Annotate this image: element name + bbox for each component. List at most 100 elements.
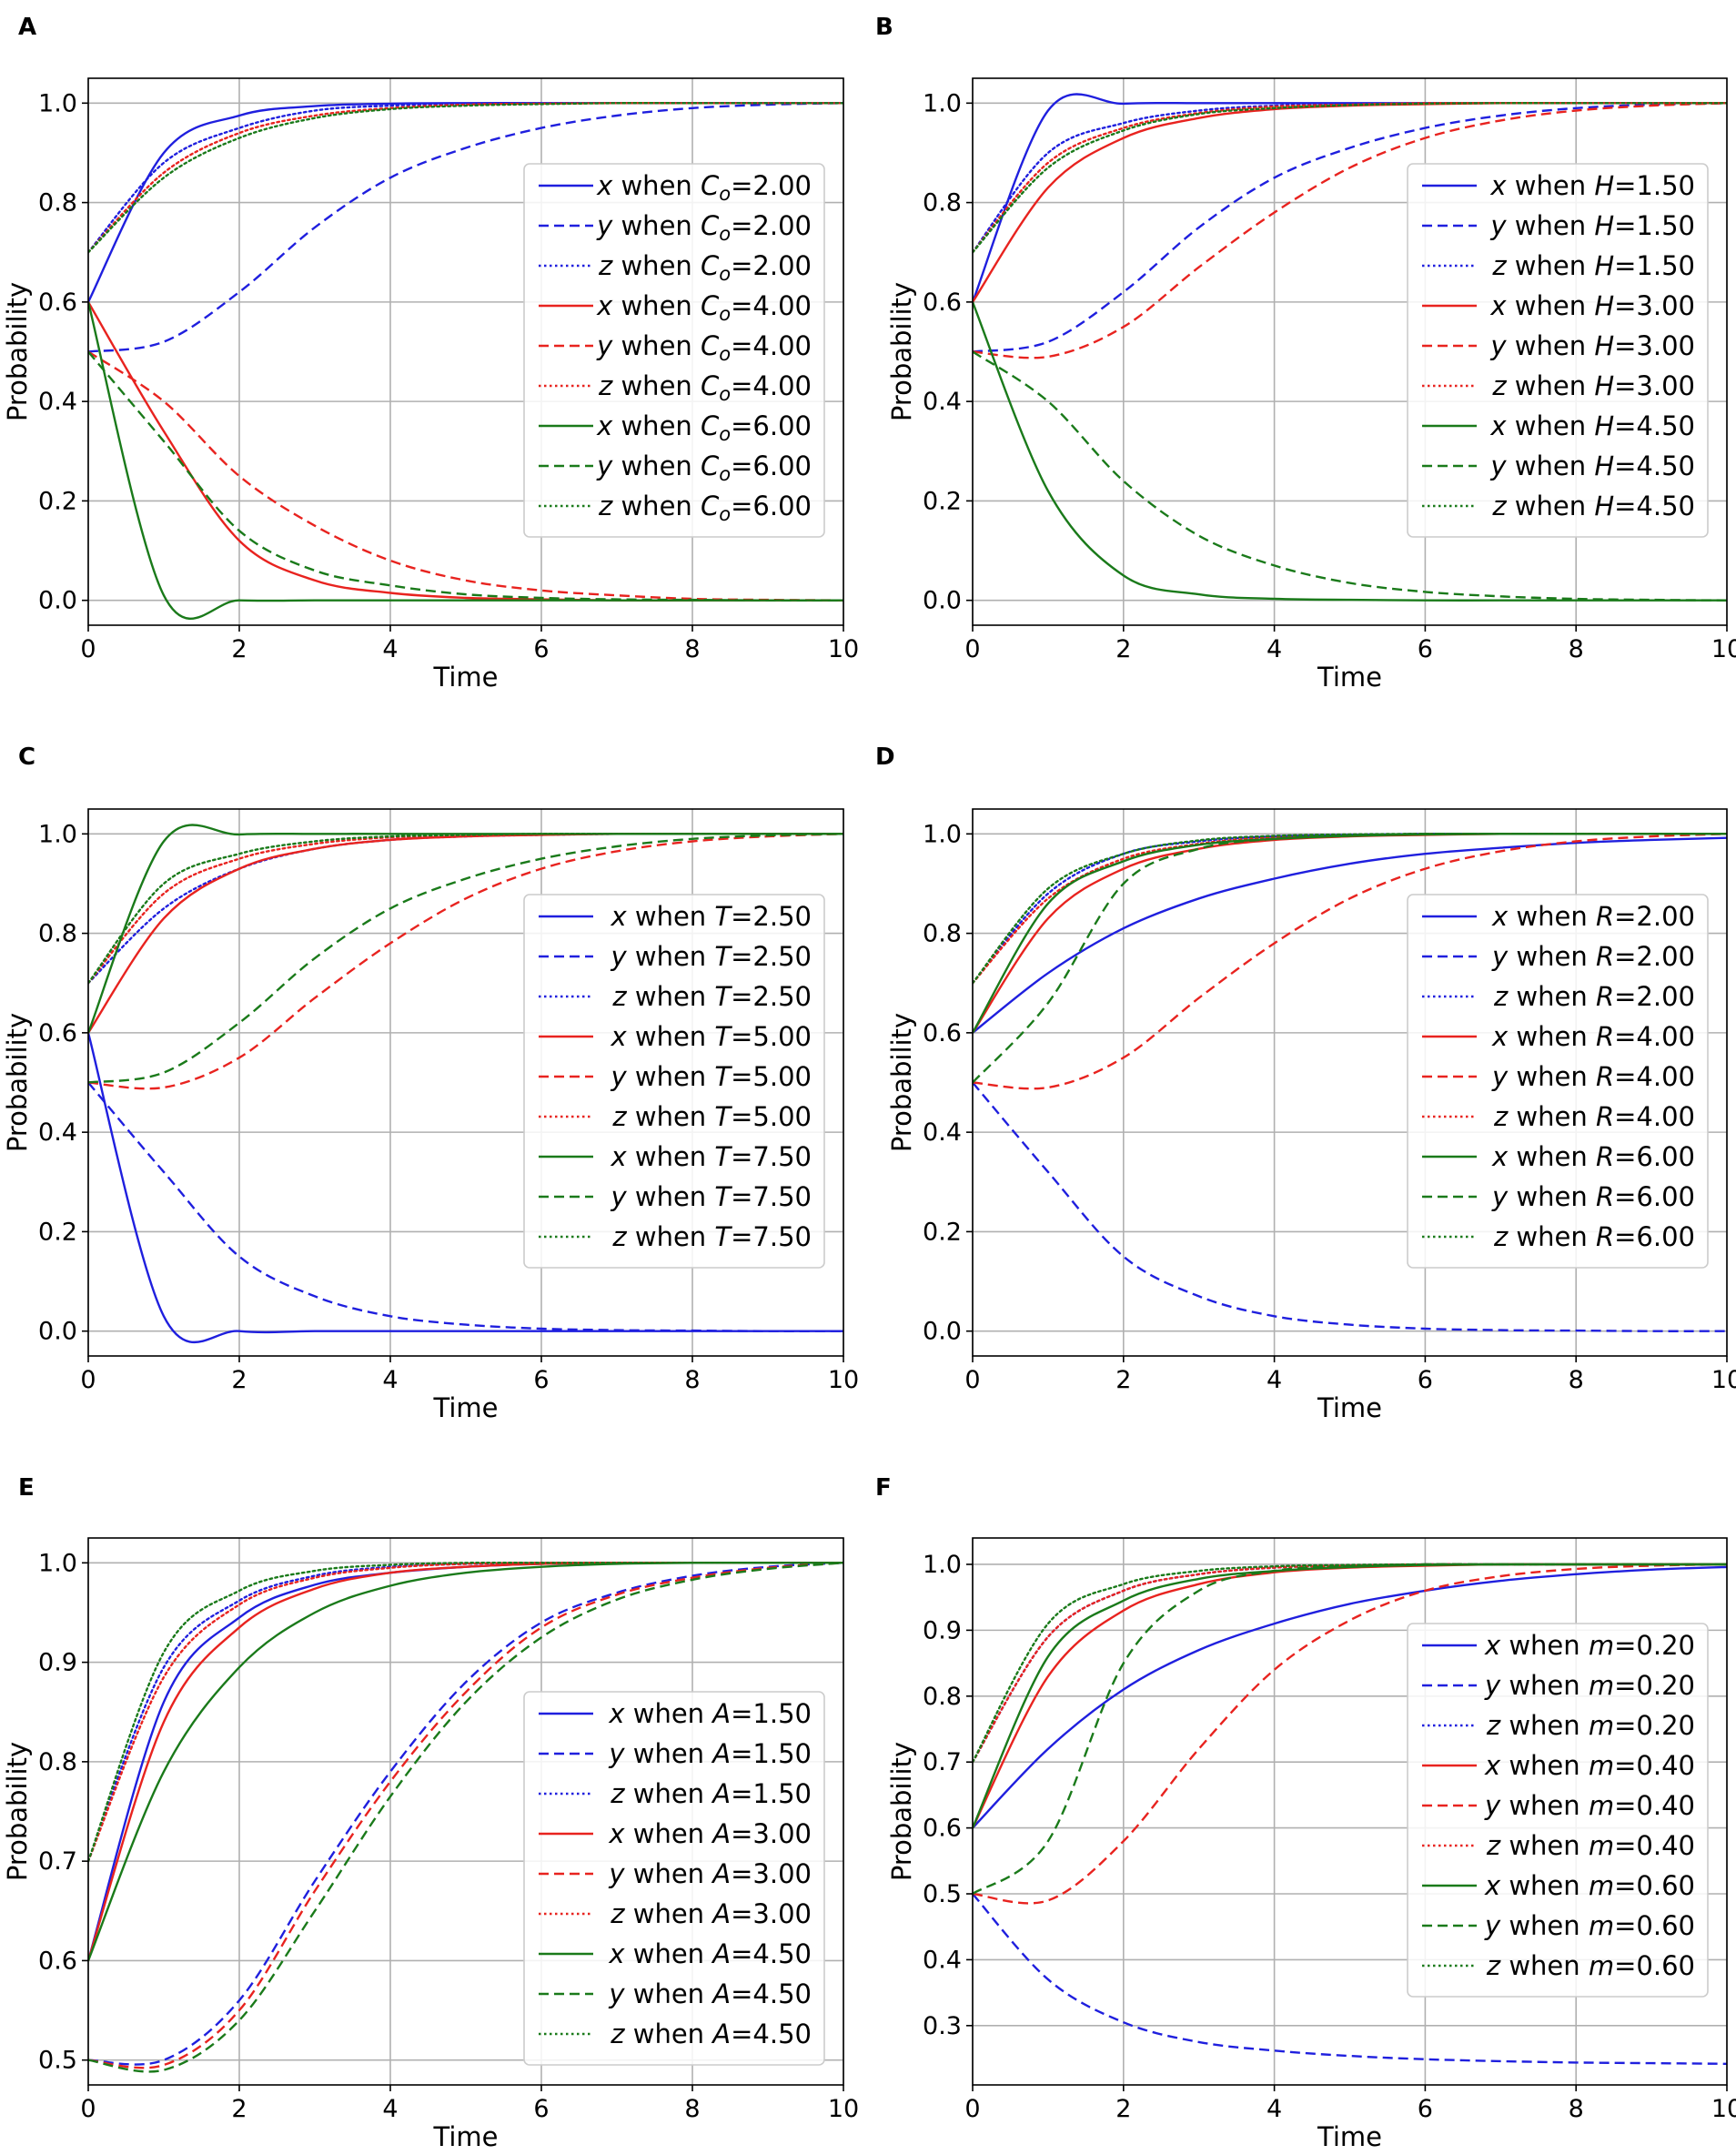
legend: x when T=2.50 y when T=2.50 z when T=2.50 x…	[523, 894, 825, 1269]
series-group	[88, 102, 843, 620]
x-tick-label: 2	[1115, 2095, 1131, 2123]
y-tick-label: 0.4	[923, 1946, 962, 1974]
legend-entry: y when T=7.50	[610, 1181, 812, 1212]
x-tick-label: 2	[231, 2095, 247, 2123]
x-tick-label: 10	[1711, 635, 1736, 663]
y-tick-label: 0.6	[923, 1815, 962, 1843]
series-group	[973, 832, 1727, 1332]
series-line-y-3.00	[88, 1562, 843, 2069]
x-tick-label: 6	[1418, 1366, 1433, 1394]
x-tick-label: 4	[1267, 2095, 1282, 2123]
y-tick-label: 0.7	[38, 1847, 77, 1876]
x-tick-label: 2	[1115, 1366, 1131, 1394]
legend-entry: x when A=4.50	[608, 1938, 812, 1969]
legend-entry: x when m=0.40	[1484, 1750, 1695, 1781]
legend-entry: z when A=1.50	[610, 1778, 812, 1809]
y-tick-label: 1.0	[38, 820, 77, 848]
y-tick-label: 1.0	[923, 1551, 962, 1579]
legend-entry: x when A=3.00	[608, 1818, 812, 1849]
y-tick-label: 0.0	[38, 587, 77, 615]
legend-entry: y when T=5.00	[610, 1061, 812, 1092]
series-line-y-6.00	[88, 350, 843, 602]
y-axis-label: Probability	[2, 282, 33, 421]
x-tick-label: 0	[964, 1366, 980, 1394]
legend-entry: x when H=3.00	[1489, 290, 1695, 321]
panel-D: D 0 2 4 6 8 10 0.0 0.2 0.4 0.6 0.8 1.0 Time Probabilit…	[875, 744, 1736, 1423]
series-line-y-5.00	[88, 833, 843, 1090]
series-line-z-4.50	[88, 1561, 843, 1863]
x-tick-label: 0	[80, 635, 96, 663]
y-tick-label: 0.3	[923, 2012, 962, 2040]
panel-letter: E	[18, 1474, 35, 1502]
series-line-x-0.20	[973, 1565, 1727, 1829]
x-axis-label: Time	[433, 1392, 499, 1423]
axes-frame	[87, 1537, 844, 2086]
y-tick-label: 0.4	[923, 1118, 962, 1147]
legend-entry: y when Co=4.00	[596, 330, 812, 365]
x-tick-label: 0	[80, 1366, 96, 1394]
panel-letter: A	[18, 14, 36, 41]
x-tick-label: 6	[533, 2095, 549, 2123]
y-axis-label: Probability	[886, 1013, 917, 1152]
y-tick-label: 0.8	[38, 1748, 77, 1776]
legend-entry: y when A=1.50	[608, 1738, 812, 1769]
series-line-y-4.00	[973, 833, 1727, 1090]
y-tick-label: 0.8	[923, 189, 962, 218]
series-line-z-6.00	[88, 102, 843, 254]
y-tick-label: 0.6	[38, 288, 77, 317]
legend: x when m=0.20 y when m=0.20 z when m=0.20 x…	[1407, 1623, 1709, 1998]
legend-entry: y when m=0.60	[1484, 1910, 1695, 1941]
legend-entry: y when Co=6.00	[596, 450, 812, 485]
y-tick-label: 0.5	[923, 1880, 962, 1908]
series-line-y-4.50	[973, 350, 1727, 602]
y-tick-label: 0.2	[38, 1218, 77, 1246]
legend-entry: x when A=1.50	[608, 1698, 812, 1729]
legend-entry: y when H=3.00	[1489, 330, 1695, 361]
x-tick-label: 4	[1267, 635, 1282, 663]
x-tick-label: 8	[684, 2095, 700, 2123]
x-tick-label: 10	[1711, 2095, 1736, 2123]
series-line-y-4.50	[88, 1562, 843, 2073]
y-tick-label: 0.2	[38, 487, 77, 515]
legend-entry: z when Co=4.00	[598, 370, 812, 405]
x-axis-label: Time	[1317, 662, 1382, 693]
legend-entry: x when T=5.00	[610, 1021, 812, 1052]
y-tick-label: 0.0	[923, 587, 962, 615]
legend-entry: x when Co=2.00	[596, 170, 812, 205]
x-tick-label: 2	[231, 635, 247, 663]
y-tick-label: 0.2	[923, 1218, 962, 1246]
legend-entry: x when Co=4.00	[596, 290, 812, 325]
series-line-y-2.00	[88, 102, 843, 353]
y-tick-label: 0.0	[923, 1318, 962, 1346]
legend-box	[523, 894, 825, 1269]
legend-entry: z when A=3.00	[610, 1898, 812, 1929]
legend-entry: z when m=0.20	[1486, 1710, 1695, 1741]
x-tick-label: 8	[684, 1366, 700, 1394]
y-tick-label: 1.0	[923, 89, 962, 117]
legend-box	[1407, 163, 1709, 538]
y-tick-label: 0.2	[923, 487, 962, 515]
axes-frame	[87, 808, 844, 1357]
legend-entry: z when Co=6.00	[598, 491, 812, 525]
x-tick-label: 10	[828, 635, 859, 663]
x-tick-label: 10	[828, 2095, 859, 2123]
x-tick-label: 8	[1569, 635, 1584, 663]
legend-entry: x when R=4.00	[1491, 1021, 1695, 1052]
y-tick-label: 0.4	[38, 388, 77, 416]
panel-letter: B	[875, 14, 893, 41]
y-tick-label: 0.8	[923, 920, 962, 948]
legend-entry: x when H=1.50	[1489, 170, 1695, 201]
legend-entry: z when H=1.50	[1491, 250, 1695, 281]
x-tick-label: 10	[1711, 1366, 1736, 1394]
x-tick-label: 0	[964, 635, 980, 663]
legend-entry: y when Co=2.00	[596, 210, 812, 245]
panel-letter: C	[18, 744, 35, 771]
panel-F: F 0 2 4 6 8 10 0.3 0.4 0.5 0.6 0.7 0.8 0.9 1.0 Time Prob…	[875, 1474, 1736, 2152]
series-line-x-6.00	[88, 301, 843, 620]
x-tick-label: 10	[828, 1366, 859, 1394]
axes-frame	[972, 77, 1728, 626]
legend-entry: z when H=4.50	[1491, 491, 1695, 521]
axes-frame	[972, 1537, 1728, 2086]
axes-frame	[87, 77, 844, 626]
